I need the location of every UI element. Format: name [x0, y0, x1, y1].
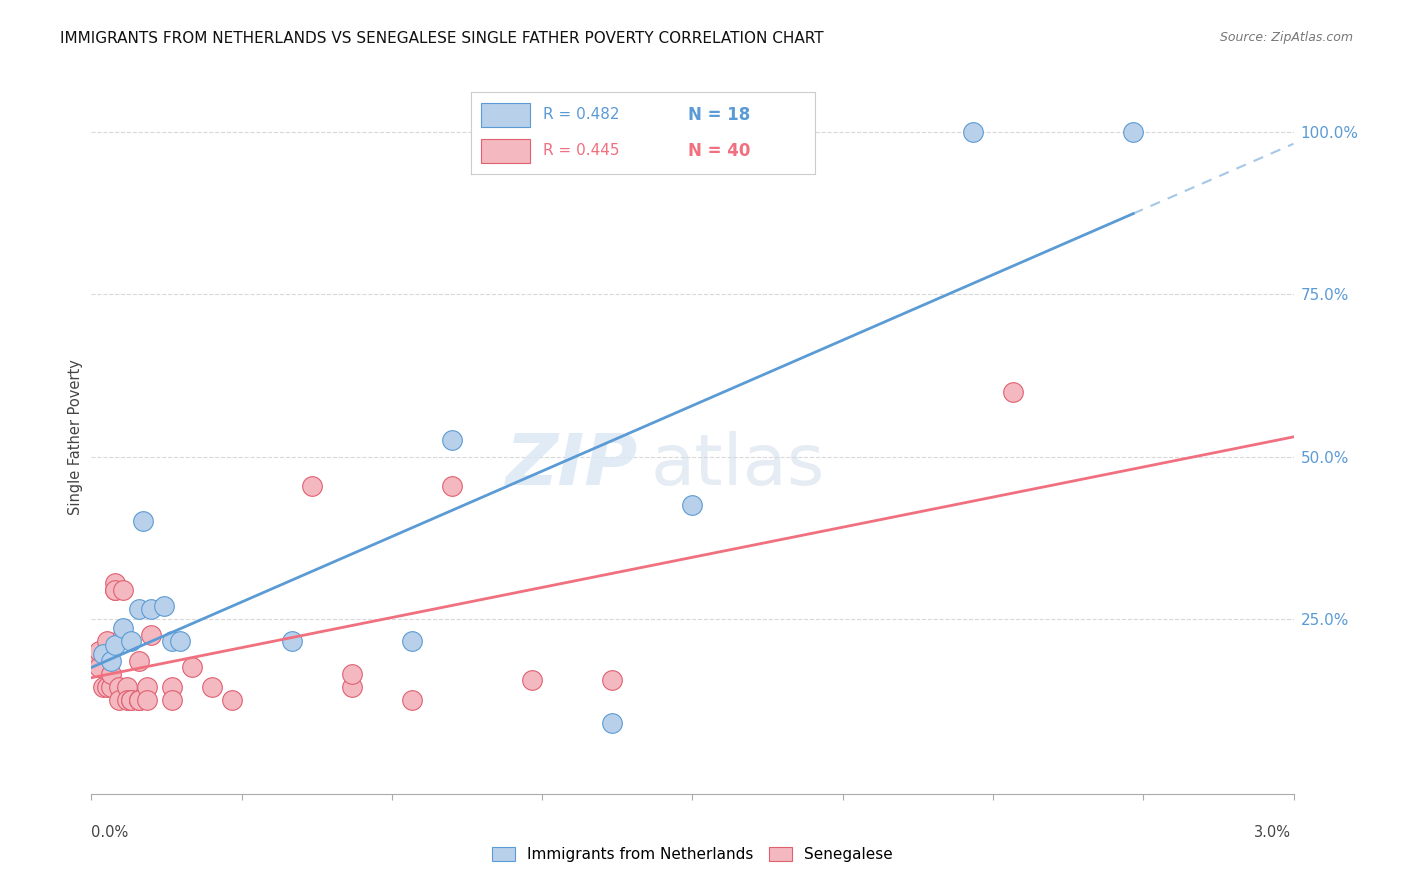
Point	[121, 634, 143, 648]
Point	[121, 693, 143, 707]
Point	[201, 680, 224, 694]
Point	[128, 654, 150, 668]
Point	[93, 648, 115, 662]
Point	[96, 680, 118, 694]
Point	[440, 479, 463, 493]
Text: N = 40: N = 40	[688, 142, 751, 160]
Point	[128, 693, 150, 707]
Point	[89, 660, 111, 674]
Point	[112, 622, 135, 636]
Point	[84, 654, 107, 668]
Point	[112, 628, 135, 642]
Bar	[481, 138, 530, 163]
Point	[169, 634, 191, 648]
Point	[221, 693, 243, 707]
Point	[136, 680, 159, 694]
Point	[93, 680, 115, 694]
Point	[602, 715, 624, 730]
Point	[1001, 384, 1024, 399]
Point	[340, 666, 363, 681]
Point	[141, 602, 163, 616]
Legend: Immigrants from Netherlands, Senegalese: Immigrants from Netherlands, Senegalese	[486, 841, 898, 868]
Text: R = 0.445: R = 0.445	[543, 144, 620, 159]
Text: ZIP: ZIP	[506, 431, 638, 500]
Point	[100, 654, 122, 668]
Point	[401, 693, 423, 707]
Point	[117, 693, 139, 707]
Point	[89, 644, 111, 658]
Point	[100, 680, 122, 694]
Point	[160, 634, 183, 648]
Point	[117, 680, 139, 694]
Text: 3.0%: 3.0%	[1254, 825, 1291, 839]
Point	[962, 125, 984, 139]
Point	[136, 693, 159, 707]
Point	[112, 582, 135, 597]
Point	[520, 673, 543, 688]
Point	[128, 602, 150, 616]
Point	[104, 638, 127, 652]
Point	[104, 582, 127, 597]
Point	[128, 693, 150, 707]
Point	[128, 693, 150, 707]
Text: R = 0.482: R = 0.482	[543, 107, 620, 122]
Point	[180, 660, 202, 674]
Point	[440, 434, 463, 448]
Point	[340, 680, 363, 694]
Text: 0.0%: 0.0%	[91, 825, 128, 839]
Point	[301, 479, 323, 493]
Text: Source: ZipAtlas.com: Source: ZipAtlas.com	[1219, 31, 1353, 45]
Point	[1122, 125, 1144, 139]
Point	[104, 576, 127, 591]
Point	[160, 680, 183, 694]
Point	[104, 582, 127, 597]
Point	[141, 628, 163, 642]
Bar	[481, 103, 530, 128]
Point	[281, 634, 304, 648]
Point	[602, 673, 624, 688]
Point	[681, 498, 703, 512]
Point	[96, 648, 118, 662]
Point	[401, 634, 423, 648]
Text: atlas: atlas	[651, 431, 825, 500]
Text: N = 18: N = 18	[688, 106, 751, 124]
Y-axis label: Single Father Poverty: Single Father Poverty	[67, 359, 83, 515]
Point	[108, 680, 131, 694]
Point	[108, 693, 131, 707]
Text: IMMIGRANTS FROM NETHERLANDS VS SENEGALESE SINGLE FATHER POVERTY CORRELATION CHAR: IMMIGRANTS FROM NETHERLANDS VS SENEGALES…	[60, 31, 824, 46]
Point	[96, 634, 118, 648]
Point	[132, 515, 155, 529]
Point	[100, 666, 122, 681]
Point	[152, 599, 174, 613]
Point	[121, 693, 143, 707]
Point	[160, 693, 183, 707]
